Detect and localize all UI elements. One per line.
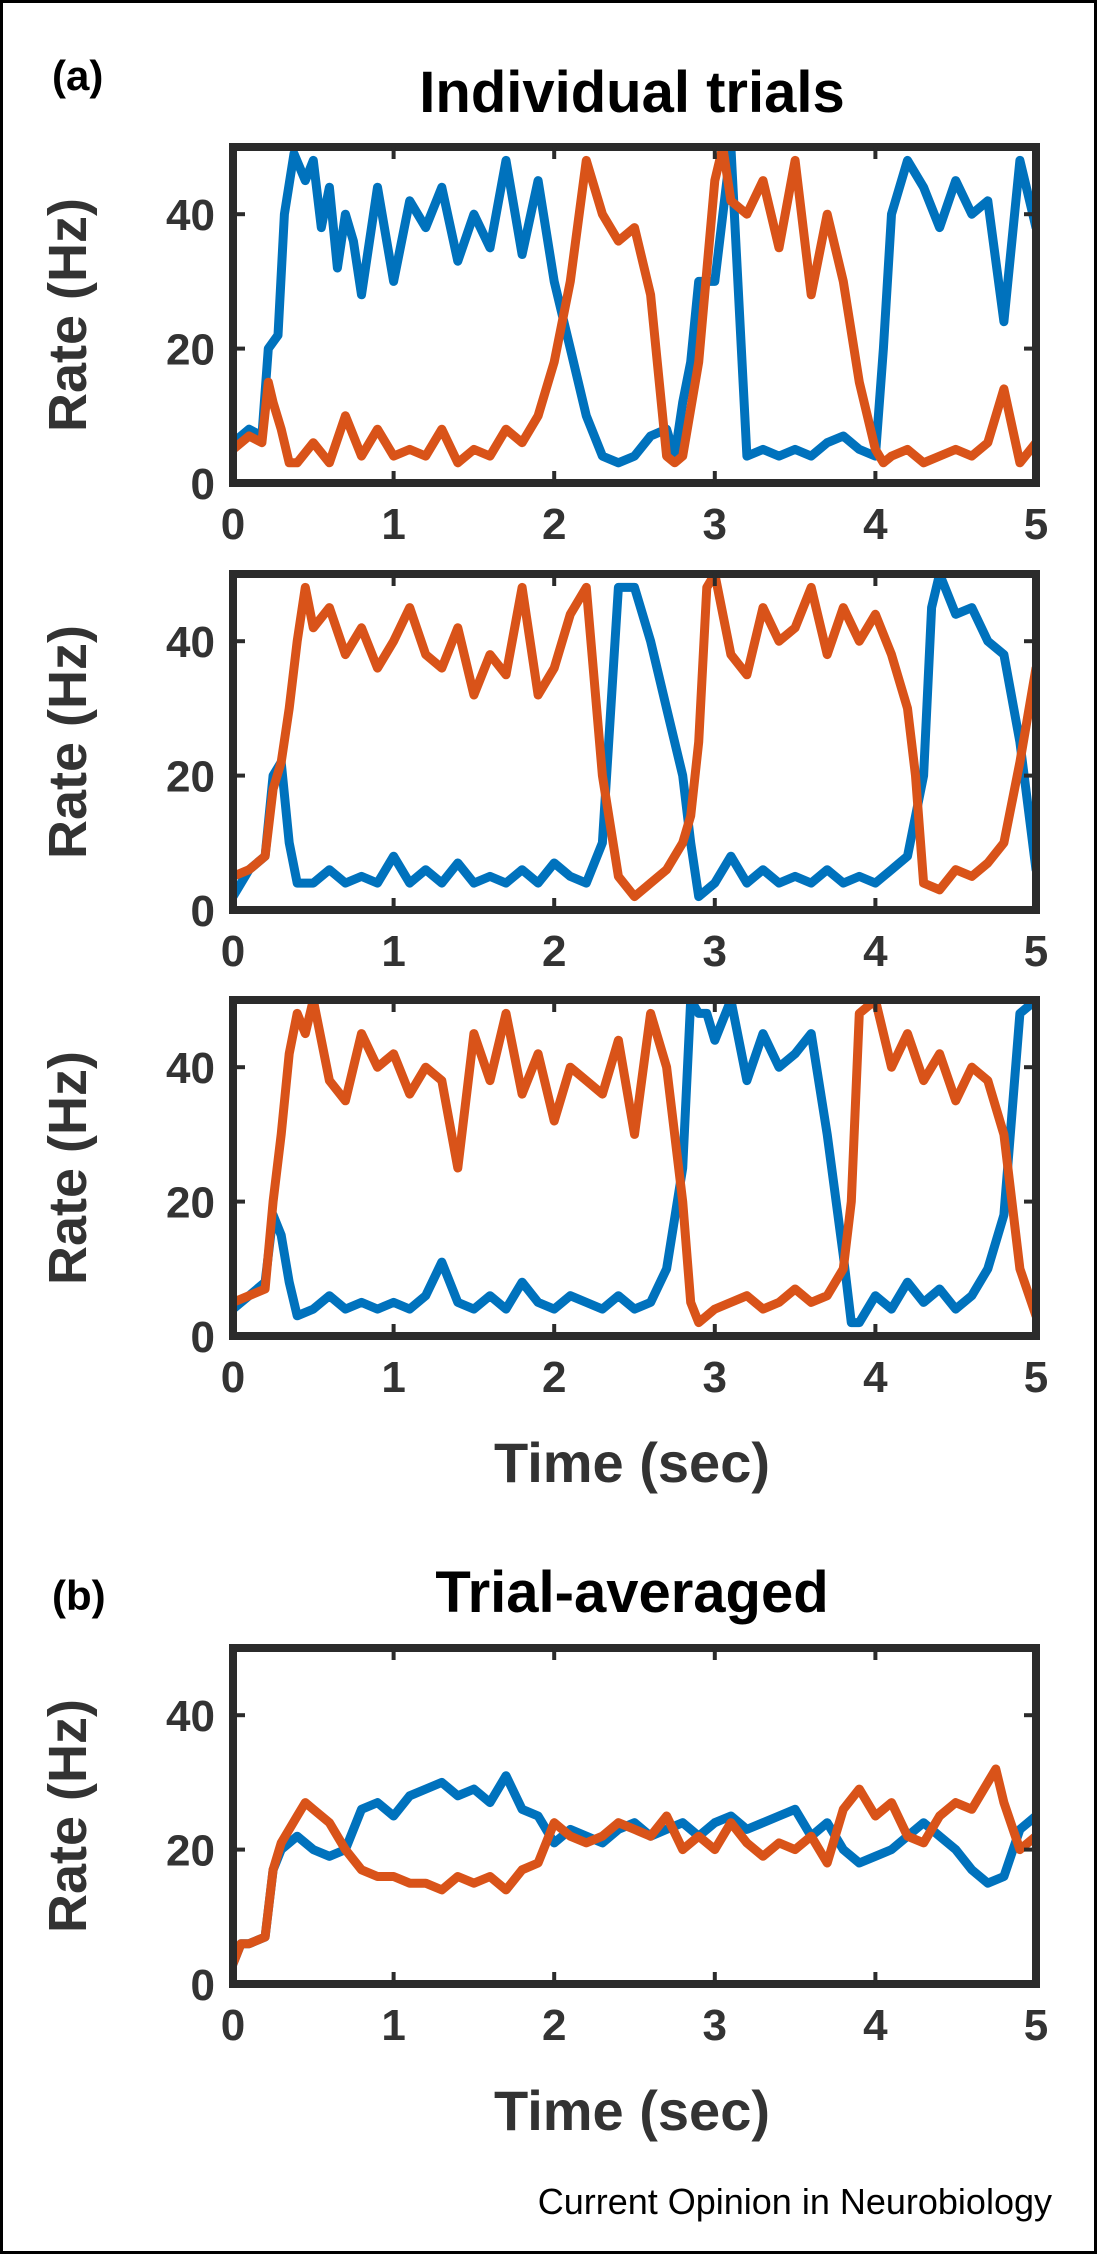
y-tick-label: 0 [191,1961,215,2010]
x-tick-label: 1 [381,927,405,976]
axes-box [229,143,1040,487]
y-tick-label: 40 [166,1692,215,1741]
axes-box [229,996,1040,1340]
y-tick-label: 40 [166,1044,215,1093]
x-tick-label: 5 [1024,1353,1048,1402]
x-tick-label: 2 [542,1353,566,1402]
x-tick-label: 2 [542,500,566,549]
y-axis-label: Rate (Hz) [38,198,98,432]
credit-text: Current Opinion in Neurobiology [538,2181,1052,2222]
x-tick-label: 3 [703,2001,727,2050]
panel-a-title: Individual trials [419,60,844,125]
series-group [233,574,1036,902]
x-tick-label: 1 [381,2001,405,2050]
x-tick-label: 0 [221,927,245,976]
x-tick-label: 3 [703,927,727,976]
panel-a-xlabel: Time (sec) [494,1431,770,1494]
y-tick-label: 0 [191,887,215,936]
x-tick-label: 1 [381,1353,405,1402]
x-tick-label: 1 [381,500,405,549]
x-tick-label: 2 [542,2001,566,2050]
series-group [233,1764,1036,1969]
series-line-blue [233,147,1036,468]
x-tick-label: 5 [1024,2001,1048,2050]
panel-b-xlabel: Time (sec) [494,2079,770,2142]
y-tick-label: 20 [166,753,215,802]
series-line-orange [233,147,1036,468]
series-line-blue [233,574,1036,902]
panel-b-title: Trial-averaged [435,1560,828,1625]
x-tick-label: 5 [1024,500,1048,549]
series-line-orange [233,1000,1036,1328]
y-tick-label: 40 [166,191,215,240]
y-tick-label: 20 [166,326,215,375]
y-tick-label: 40 [166,618,215,667]
chart-a1: 0 1 2 3 4 5 0 20 40 Rate (Hz) [38,143,1048,549]
panel-b-letter: (b) [52,1572,106,1619]
x-tick-label: 3 [703,1353,727,1402]
series-line-blue [233,1771,1036,1969]
x-tick-label: 4 [863,1353,888,1402]
chart-b: 0 1 2 3 4 5 0 20 40 Rate (Hz) [38,1644,1048,2050]
x-tick-label: 2 [542,927,566,976]
axes-box [229,1644,1040,1988]
x-tick-label: 0 [221,2001,245,2050]
x-tick-label: 4 [863,2001,888,2050]
series-line-orange [233,574,1036,902]
y-tick-label: 20 [166,1179,215,1228]
x-tick-label: 5 [1024,927,1048,976]
y-axis-label: Rate (Hz) [38,1699,98,1933]
series-group [233,147,1036,468]
y-tick-label: 0 [191,1313,215,1362]
y-axis-label: Rate (Hz) [38,625,98,859]
chart-a2: 0 1 2 3 4 5 0 20 40 Rate (Hz) [38,570,1048,976]
x-tick-label: 0 [221,1353,245,1402]
x-tick-label: 4 [863,500,888,549]
axes-box [229,570,1040,914]
x-tick-label: 4 [863,927,888,976]
x-tick-label: 3 [703,500,727,549]
series-group [233,1000,1036,1328]
series-line-orange [233,1764,1036,1969]
panel-a-letter: (a) [52,52,103,99]
y-tick-label: 20 [166,1827,215,1876]
x-tick-label: 0 [221,500,245,549]
chart-a3: 0 1 2 3 4 5 0 20 40 Rate (Hz) [38,996,1048,1402]
y-axis-label: Rate (Hz) [38,1051,98,1285]
y-tick-label: 0 [191,460,215,509]
series-line-blue [233,1000,1036,1328]
